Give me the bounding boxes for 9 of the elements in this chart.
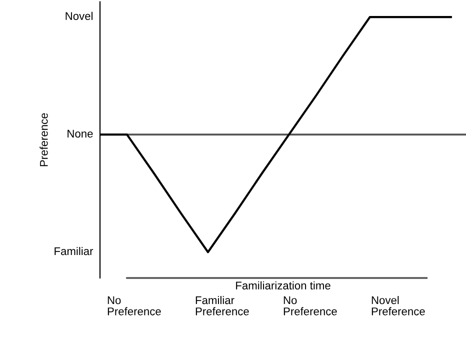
- text: None: [68, 130, 93, 138]
- text: No Preference: [108, 296, 161, 316]
- text: Familiar Preference: [196, 296, 249, 316]
- y-axis-title: Preference: [40, 113, 48, 166]
- text: Novel: [66, 12, 93, 20]
- text: No Preference: [284, 296, 337, 316]
- text: Familiar: [54, 246, 94, 256]
- text: Novel Preference: [372, 296, 425, 316]
- x-axis-title: Familiarization time: [236, 281, 330, 290]
